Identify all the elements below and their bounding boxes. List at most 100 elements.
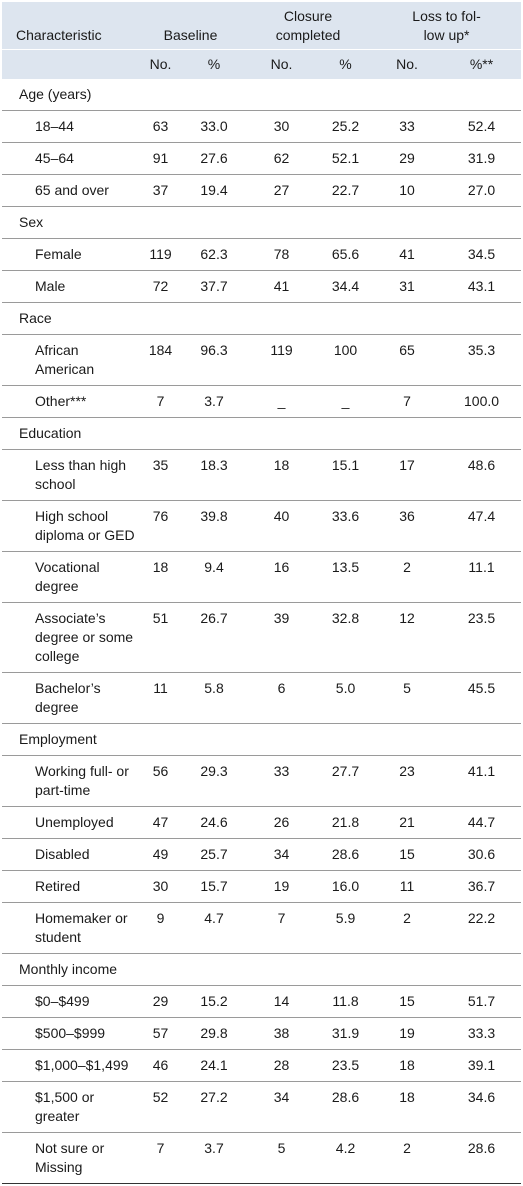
group-row: Education [2, 417, 522, 450]
row-value: 34.5 [442, 238, 522, 271]
row-value: 23.5 [442, 602, 522, 673]
group-row: Employment [2, 723, 522, 756]
row-value: 28 [244, 1049, 320, 1082]
row-label: $500–$999 [2, 1017, 137, 1050]
row-label: Bachelor’s degree [2, 672, 137, 724]
row-value: 49 [137, 838, 184, 871]
row-value: 7 [137, 385, 184, 418]
row-value: 46 [137, 1049, 184, 1082]
table-row: Bachelor’s degree 11 5.8 6 5.0 5 45.5 [2, 672, 522, 724]
subheader-cell: No. [372, 49, 443, 79]
row-value: 18 [372, 1081, 443, 1133]
group-title: Education [2, 417, 522, 450]
row-value: 9 [137, 902, 184, 954]
row-value: 51.7 [442, 985, 522, 1018]
row-value: 36 [372, 500, 443, 552]
row-value: 27.6 [184, 142, 245, 175]
row-label: High school diploma or GED [2, 500, 137, 552]
table-row: $0–$499 29 15.2 14 11.8 15 51.7 [2, 985, 522, 1018]
subheader-cell: No. [137, 49, 184, 79]
row-label: Associate’s degree or some college [2, 602, 137, 673]
row-value: 25.2 [319, 110, 373, 143]
row-value: 40 [244, 500, 320, 552]
row-value: 65 [372, 334, 443, 386]
header-loss-line1: Loss to fol- [412, 8, 481, 24]
row-label: Male [2, 270, 137, 303]
row-value: 27 [244, 174, 320, 207]
row-value: 33.6 [319, 500, 373, 552]
row-value: 5.0 [319, 672, 373, 724]
row-value: 16 [244, 551, 320, 603]
row-value: 65.6 [319, 238, 373, 271]
row-value: 37.7 [184, 270, 245, 303]
row-value: 32.8 [319, 602, 373, 673]
row-value: 91 [137, 142, 184, 175]
row-value: 29.8 [184, 1017, 245, 1050]
row-value: 18 [137, 551, 184, 603]
table-row: Vocational degree 18 9.4 16 13.5 2 11.1 [2, 551, 522, 603]
table-row: Retired 30 15.7 19 16.0 11 36.7 [2, 870, 522, 903]
row-value: 19 [244, 870, 320, 903]
group-title: Employment [2, 723, 522, 756]
row-value: 48.6 [442, 449, 522, 501]
row-value: 41.1 [442, 755, 522, 807]
row-value: 18 [244, 449, 320, 501]
row-value: 9.4 [184, 551, 245, 603]
row-value: 28.6 [319, 1081, 373, 1133]
row-value: 15.1 [319, 449, 373, 501]
row-value: 62.3 [184, 238, 245, 271]
row-value: 13.5 [319, 551, 373, 603]
row-value: 33.3 [442, 1017, 522, 1050]
row-value: 15 [372, 838, 443, 871]
header-closure-line2: completed [275, 27, 341, 43]
row-value: 19.4 [184, 174, 245, 207]
row-value: 39.8 [184, 500, 245, 552]
table-body: Age (years) 18–44 63 33.0 30 25.2 33 52.4 45–64 9… [2, 79, 522, 1184]
row-value: 44.7 [442, 806, 522, 839]
row-value: 30.6 [442, 838, 522, 871]
row-value: 35 [137, 449, 184, 501]
row-value: 3.7 [184, 385, 245, 418]
table-row: $1,500 or greater 52 27.2 34 28.6 18 34.6 [2, 1081, 522, 1133]
group-row: Age (years) [2, 79, 522, 111]
row-label: Female [2, 238, 137, 271]
row-value: 31.9 [442, 142, 522, 175]
row-value: 29 [372, 142, 443, 175]
row-value: 25.7 [184, 838, 245, 871]
row-label: Disabled [2, 838, 137, 871]
subheader-cell: %** [442, 49, 522, 79]
row-value: 23.5 [319, 1049, 373, 1082]
row-value: 47.4 [442, 500, 522, 552]
row-value: 26.7 [184, 602, 245, 673]
row-value: 33.0 [184, 110, 245, 143]
row-value: 27.2 [184, 1081, 245, 1133]
row-value: 72 [137, 270, 184, 303]
row-value: 28.6 [319, 838, 373, 871]
group-title: Monthly income [2, 953, 522, 986]
row-value: 2 [372, 551, 443, 603]
row-value: 3.7 [184, 1132, 245, 1184]
row-value: 63 [137, 110, 184, 143]
group-row: Race [2, 302, 522, 335]
row-label: 65 and over [2, 174, 137, 207]
row-value: 30 [137, 870, 184, 903]
row-value: _ [319, 385, 373, 418]
row-value: 34.4 [319, 270, 373, 303]
row-value: 15.7 [184, 870, 245, 903]
row-value: 11.8 [319, 985, 373, 1018]
row-value: 16.0 [319, 870, 373, 903]
row-value: 26 [244, 806, 320, 839]
row-value: 17 [372, 449, 443, 501]
row-label: $1,500 or greater [2, 1081, 137, 1133]
row-value: 52 [137, 1081, 184, 1133]
row-value: 27.7 [319, 755, 373, 807]
row-value: 78 [244, 238, 320, 271]
row-value: 22.2 [442, 902, 522, 954]
row-value: 11 [372, 870, 443, 903]
table-row: Disabled 49 25.7 34 28.6 15 30.6 [2, 838, 522, 871]
table-row: Not sure or Missing 7 3.7 5 4.2 2 28.6 [2, 1132, 522, 1184]
row-value: 38 [244, 1017, 320, 1050]
row-value: 27.0 [442, 174, 522, 207]
